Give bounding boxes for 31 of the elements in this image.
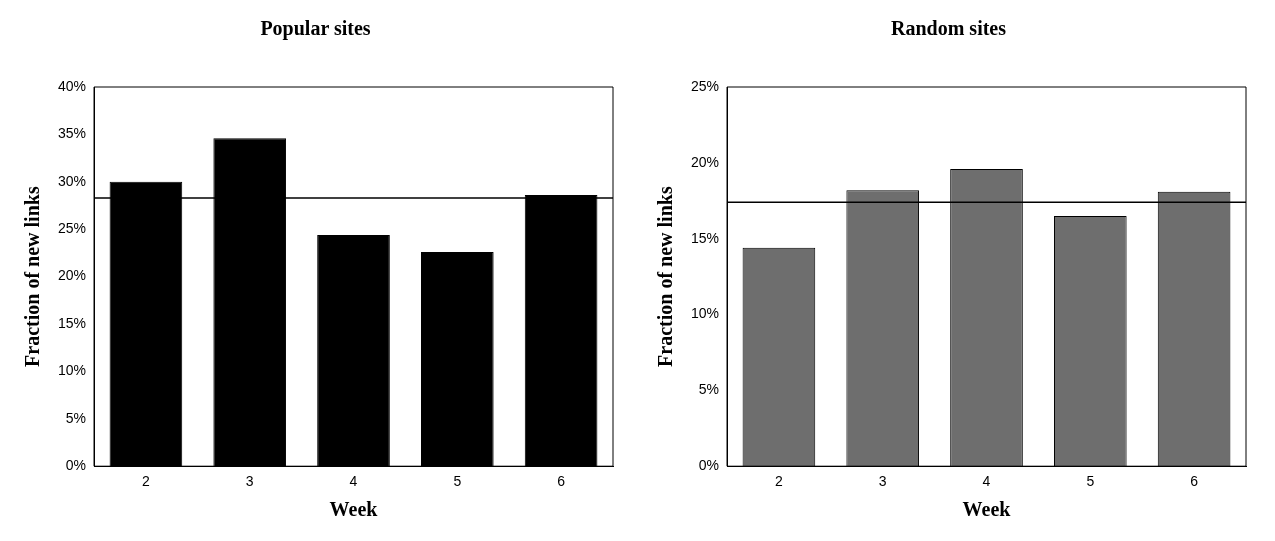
x-tick-label: 3 xyxy=(878,473,887,490)
x-tick-label: 4 xyxy=(349,473,358,490)
x-tick-label: 2 xyxy=(142,473,151,490)
y-tick-label: 25% xyxy=(690,77,720,94)
chart-title: Random sites xyxy=(890,17,1007,40)
y-tick-label: 30% xyxy=(57,172,87,189)
y-tick-label: 5% xyxy=(65,409,87,426)
y-axis-title: Fraction of new links xyxy=(21,186,44,367)
x-axis-title: Week xyxy=(329,498,379,521)
y-tick-label: 5% xyxy=(698,381,720,398)
chart-title: Popular sites xyxy=(260,17,371,41)
x-tick-label: 3 xyxy=(245,473,254,490)
y-tick-label: 40% xyxy=(57,77,87,94)
y-tick-label: 0% xyxy=(698,457,720,474)
x-tick-label: 5 xyxy=(453,473,462,490)
y-tick-label: 25% xyxy=(57,220,87,237)
y-tick-label: 0% xyxy=(65,457,87,474)
x-axis-title: Week xyxy=(962,498,1012,521)
y-tick-label: 10% xyxy=(690,305,720,322)
y-axis-title: Fraction of new links xyxy=(654,186,677,367)
y-tick-label: 20% xyxy=(690,153,720,170)
x-tick-label: 6 xyxy=(1190,473,1199,490)
y-tick-label: 15% xyxy=(690,229,720,246)
y-tick-label: 15% xyxy=(57,314,87,331)
x-tick-label: 2 xyxy=(775,473,784,490)
y-tick-label: 10% xyxy=(57,362,87,379)
y-tick-label: 20% xyxy=(57,267,87,284)
x-tick-label: 6 xyxy=(557,473,566,490)
x-tick-label: 4 xyxy=(982,473,991,490)
x-tick-label: 5 xyxy=(1086,473,1095,490)
y-tick-label: 35% xyxy=(57,125,87,142)
